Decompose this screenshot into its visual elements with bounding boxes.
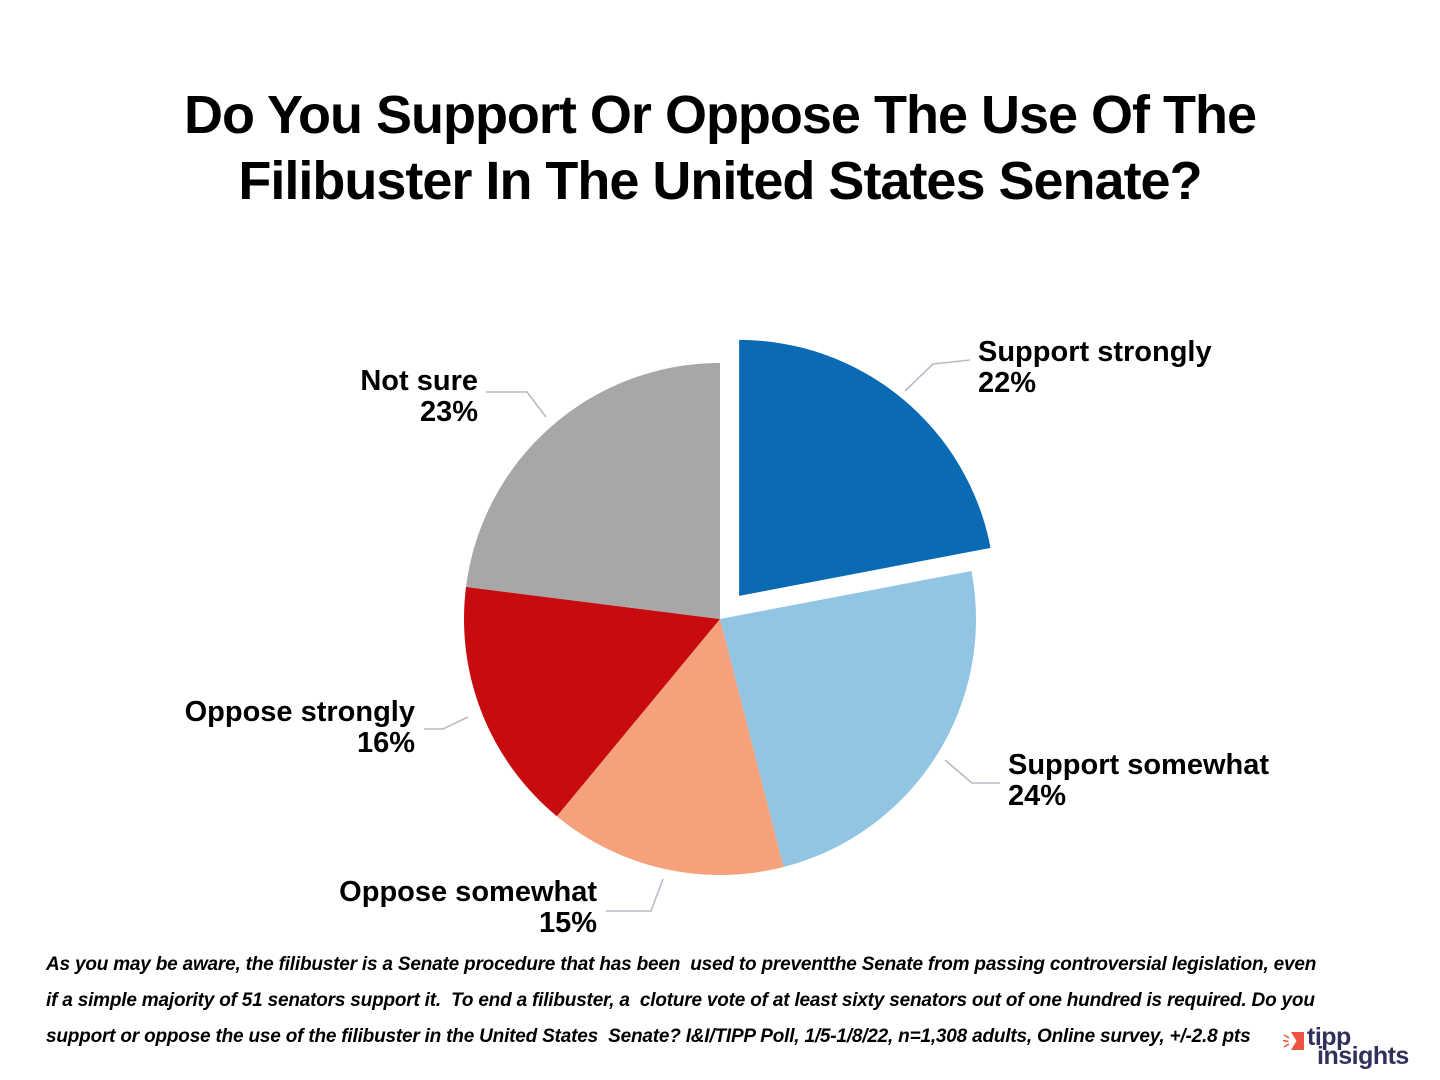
slice-label: Support somewhat [1008,749,1270,781]
slice-percent: 23% [419,396,478,428]
logo-line1: tipp [1307,1023,1351,1051]
callout-oppose-strongly: Oppose strongly 16% [185,697,415,759]
slice-percent: 15% [538,907,597,939]
fast-forward-arrow-icon [1283,1032,1304,1050]
chart-title-line1: Do You Support Or Oppose The Use Of The [183,85,1257,145]
callout-leader-line [606,878,664,912]
pie-slice-oppose-somewhat [556,619,784,876]
tipp-insights-logo: tipp insights [1283,1023,1409,1070]
callout-support-somewhat: Support somewhat 24% [1008,750,1269,812]
slice-percent: 24% [1008,780,1067,812]
callout-leader-line [944,759,1000,784]
pie-slice-oppose-strongly [464,586,720,817]
slice-label: Oppose somewhat [339,876,597,908]
logo-line2: insights [1317,1042,1409,1070]
chart-title-line2: Filibuster In The United States Senate? [238,151,1202,211]
footnote-line: As you may be aware, the filibuster is a… [46,954,1317,975]
footnote-line: if a simple majority of 51 senators supp… [46,990,1315,1011]
footnote-line: support or oppose the use of the filibus… [46,1026,1251,1047]
slice-label: Oppose strongly [184,696,415,728]
chart-title: Do You Support Or Oppose The Use Of The F… [0,82,1440,214]
callout-leader-line [424,716,469,730]
slice-label: Not sure [360,365,478,397]
logo-wordmark: tipp insights [1307,1023,1409,1070]
callout-support-strongly: Support strongly 22% [978,337,1212,399]
pie-slice-not-sure [466,363,720,619]
survey-footnote: As you may be aware, the filibuster is a… [46,950,1406,1058]
callout-leader-line [486,391,547,418]
slice-percent: 16% [356,727,415,759]
callout-not-sure: Not sure 23% [360,366,478,428]
slice-label: Support strongly [978,336,1212,368]
callout-oppose-somewhat: Oppose somewhat 15% [339,877,597,939]
callout-leader-line [904,359,971,392]
slice-percent: 22% [978,367,1037,399]
pie-slice-support-somewhat [720,571,976,867]
pie-slice-support-strongly [739,339,991,596]
